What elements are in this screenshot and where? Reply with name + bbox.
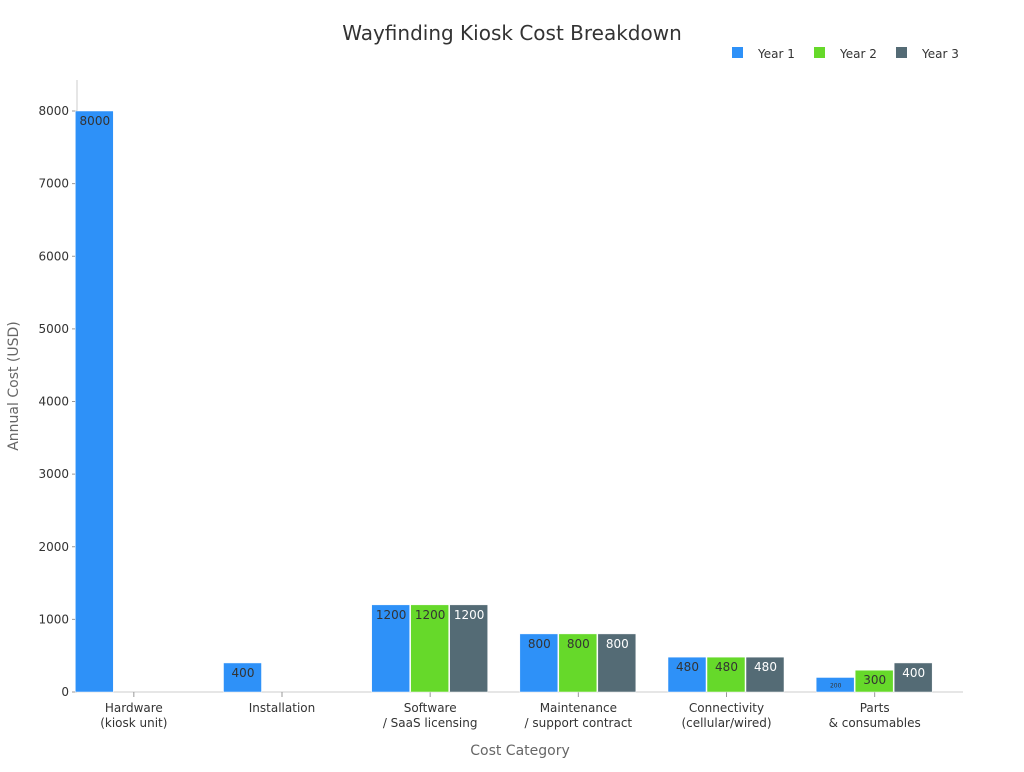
data-label: 1200 [454, 608, 485, 622]
data-label: 480 [715, 660, 738, 674]
data-label: 800 [567, 637, 590, 651]
data-label: 1200 [415, 608, 446, 622]
bar [854, 669, 894, 693]
bar [667, 656, 707, 693]
y-tick-label: 2000 [38, 540, 69, 554]
bar [223, 662, 262, 693]
y-tick-label: 6000 [38, 249, 69, 263]
bar [706, 656, 746, 693]
x-axis-label: Cost Category [470, 743, 570, 759]
chart-title: Wayfinding Kiosk Cost Breakdown [342, 21, 682, 45]
x-tick-label: Installation [249, 701, 315, 715]
y-tick-label: 5000 [38, 322, 69, 336]
y-tick-label: 8000 [38, 104, 69, 118]
bar [519, 633, 559, 693]
y-axis-label: Annual Cost (USD) [6, 321, 22, 451]
x-tick-label: Parts & consumables [829, 701, 921, 730]
bar [410, 604, 449, 693]
legend-label: Year 3 [921, 47, 959, 61]
data-label: 8000 [80, 114, 111, 128]
y-tick-label: 4000 [38, 395, 69, 409]
data-label: 480 [754, 660, 777, 674]
bar [558, 633, 598, 693]
x-tick-label: Maintenance / support contract [525, 701, 633, 730]
bar [371, 604, 410, 693]
bar [745, 656, 785, 693]
data-label: 800 [606, 637, 629, 651]
y-tick-label: 1000 [38, 612, 69, 626]
bar [449, 604, 488, 693]
x-tick-label: Software / SaaS licensing [383, 701, 478, 730]
data-label: 200 [830, 682, 842, 689]
x-tick-label: Hardware (kiosk unit) [100, 701, 167, 730]
data-label: 800 [528, 637, 551, 651]
legend-swatch [814, 47, 825, 58]
legend-label: Year 1 [757, 47, 795, 61]
legend-swatch [896, 47, 907, 58]
data-label: 400 [902, 666, 925, 680]
legend-swatch [732, 47, 743, 58]
data-label: 300 [863, 673, 886, 687]
bar [597, 633, 637, 693]
legend-label: Year 2 [839, 47, 877, 61]
bar [815, 677, 855, 693]
data-label: 400 [232, 666, 255, 680]
bar [75, 110, 114, 693]
y-tick-label: 7000 [38, 177, 69, 191]
bar [893, 662, 933, 693]
data-label: 480 [676, 660, 699, 674]
y-tick-label: 0 [61, 685, 69, 699]
data-label: 1200 [376, 608, 407, 622]
y-tick-label: 3000 [38, 467, 69, 481]
x-tick-label: Connectivity (cellular/wired) [681, 701, 771, 730]
